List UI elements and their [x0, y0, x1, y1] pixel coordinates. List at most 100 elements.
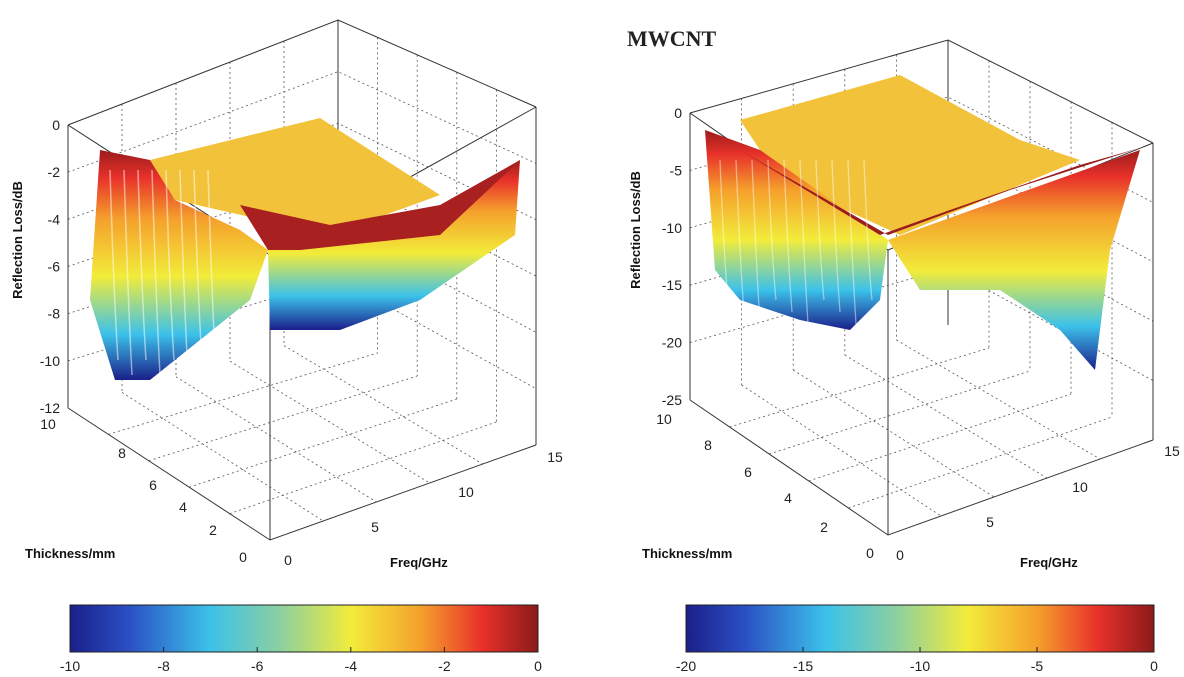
surface-ridge: [240, 160, 520, 250]
colorbar: [69, 604, 539, 653]
z-tick-label: -8: [48, 306, 61, 322]
surface-front-slope: [888, 150, 1140, 370]
grid-line: [792, 369, 995, 498]
grid-line: [283, 345, 484, 465]
colorbar-tick-label: -10: [60, 658, 80, 674]
surface-ripple: [109, 169, 119, 361]
grid-line: [108, 352, 378, 435]
z-tick-label: -12: [40, 400, 60, 416]
z-tick-label: -4: [48, 211, 61, 227]
grid-line: [769, 370, 1031, 455]
thickness-axis-label: Thickness/mm: [25, 546, 115, 561]
colorbar-tick-label: -5: [1031, 658, 1044, 674]
grid-line: [121, 392, 324, 522]
thickness-axis-label: Thickness/mm: [642, 546, 732, 561]
colorbar-tick-label: -2: [438, 658, 451, 674]
surface-left-dips: [705, 130, 888, 330]
surface-plot: [705, 75, 1140, 370]
floor-axes: [689, 399, 1154, 536]
z-tick-label: -2: [48, 164, 61, 180]
surface-plot: [90, 118, 520, 380]
grid-line: [229, 421, 497, 514]
thickness-tick-label: 10: [656, 411, 672, 427]
grid-line: [175, 376, 377, 503]
surface-ripple: [863, 159, 873, 301]
surface-ripple: [719, 159, 729, 301]
freq-tick-label: 0: [896, 547, 904, 563]
grid-line: [67, 71, 537, 173]
thickness-tick-label: 2: [209, 522, 217, 538]
freq-tick-label: 15: [1164, 443, 1180, 459]
thickness-tick-label: 0: [866, 545, 874, 561]
colorbar-tick-label: -15: [793, 658, 813, 674]
surface-ripple: [799, 159, 809, 325]
grid-line: [741, 384, 942, 517]
surface-front-slope: [268, 160, 520, 330]
surface-ripple: [179, 169, 189, 376]
thickness-tick-label: 6: [744, 464, 752, 480]
box-top-back-edge: [67, 19, 537, 126]
surface-ripple: [735, 159, 745, 313]
grid-line: [848, 416, 1113, 509]
thickness-tick-label: 10: [40, 416, 56, 432]
thickness-tick-label: 8: [704, 437, 712, 453]
freq-tick-label: 5: [371, 519, 379, 535]
colorbar-tick-label: -8: [157, 658, 170, 674]
colorbar-tick-label: 0: [534, 658, 542, 674]
z-tick-label: 0: [52, 117, 60, 133]
surface-ripple: [751, 159, 761, 325]
surface-plateau: [150, 118, 440, 235]
surface-ripple: [847, 159, 857, 325]
colorbar-tick-label: -6: [251, 658, 264, 674]
z-axis-label: Reflection Loss/dB: [10, 181, 25, 299]
thickness-tick-label: 2: [820, 519, 828, 535]
surface-ripple: [831, 159, 841, 313]
grid-line: [689, 96, 1154, 203]
z-tick-label: -10: [662, 220, 682, 236]
z-tick-label: -25: [662, 392, 682, 408]
surface-ripple: [767, 159, 777, 301]
freq-tick-label: 10: [1072, 479, 1088, 495]
surface-ripple: [165, 169, 175, 361]
z-tick-label: 0: [674, 105, 682, 121]
thickness-tick-label: 4: [784, 490, 792, 506]
thickness-tick-label: 8: [118, 445, 126, 461]
surface-ripple: [137, 169, 147, 361]
freq-tick-label: 10: [458, 484, 474, 500]
surface-ripple: [815, 159, 825, 301]
floor-axes: [67, 407, 537, 541]
colorbar-tick-label: -20: [676, 658, 696, 674]
surface-ripple: [783, 159, 793, 313]
right-surface-panel: 0 -5 -10 -15 -20 -25 10 8 6 4 2 0 0 5 10 15 Reflection L…: [628, 39, 1180, 674]
z-tick-label: -20: [662, 335, 682, 351]
colorbar: [685, 604, 1155, 653]
thickness-tick-label: 6: [149, 477, 157, 493]
z-tick-label: -5: [670, 162, 683, 178]
z-axis-label: Reflection Loss/dB: [628, 171, 643, 289]
surface-ripple: [207, 169, 217, 376]
colorbar-tick-label: -10: [910, 658, 930, 674]
surface-ripple: [193, 169, 203, 361]
right-panel-title: MWCNT: [627, 26, 717, 51]
colorbar-tick-label: -4: [345, 658, 358, 674]
surface-ripple: [151, 169, 161, 376]
grid-line: [229, 360, 430, 484]
freq-tick-label: 15: [547, 449, 563, 465]
freq-tick-label: 0: [284, 552, 292, 568]
colorbar-tick-label: 0: [1150, 658, 1158, 674]
freq-tick-label: 5: [986, 514, 994, 530]
grid-line: [189, 398, 457, 488]
surface-left-dips: [90, 150, 268, 380]
z-tick-label: -6: [48, 259, 61, 275]
grid-line: [148, 375, 418, 462]
grid-line: [844, 354, 1048, 479]
freq-axis-label: Freq/GHz: [390, 555, 448, 570]
freq-axis-label: Freq/GHz: [1020, 555, 1078, 570]
thickness-tick-label: 4: [179, 499, 187, 515]
grid-line: [808, 393, 1072, 482]
surface-ripple: [123, 169, 133, 376]
z-tick-label: -15: [662, 277, 682, 293]
z-tick-label: -10: [40, 353, 60, 369]
